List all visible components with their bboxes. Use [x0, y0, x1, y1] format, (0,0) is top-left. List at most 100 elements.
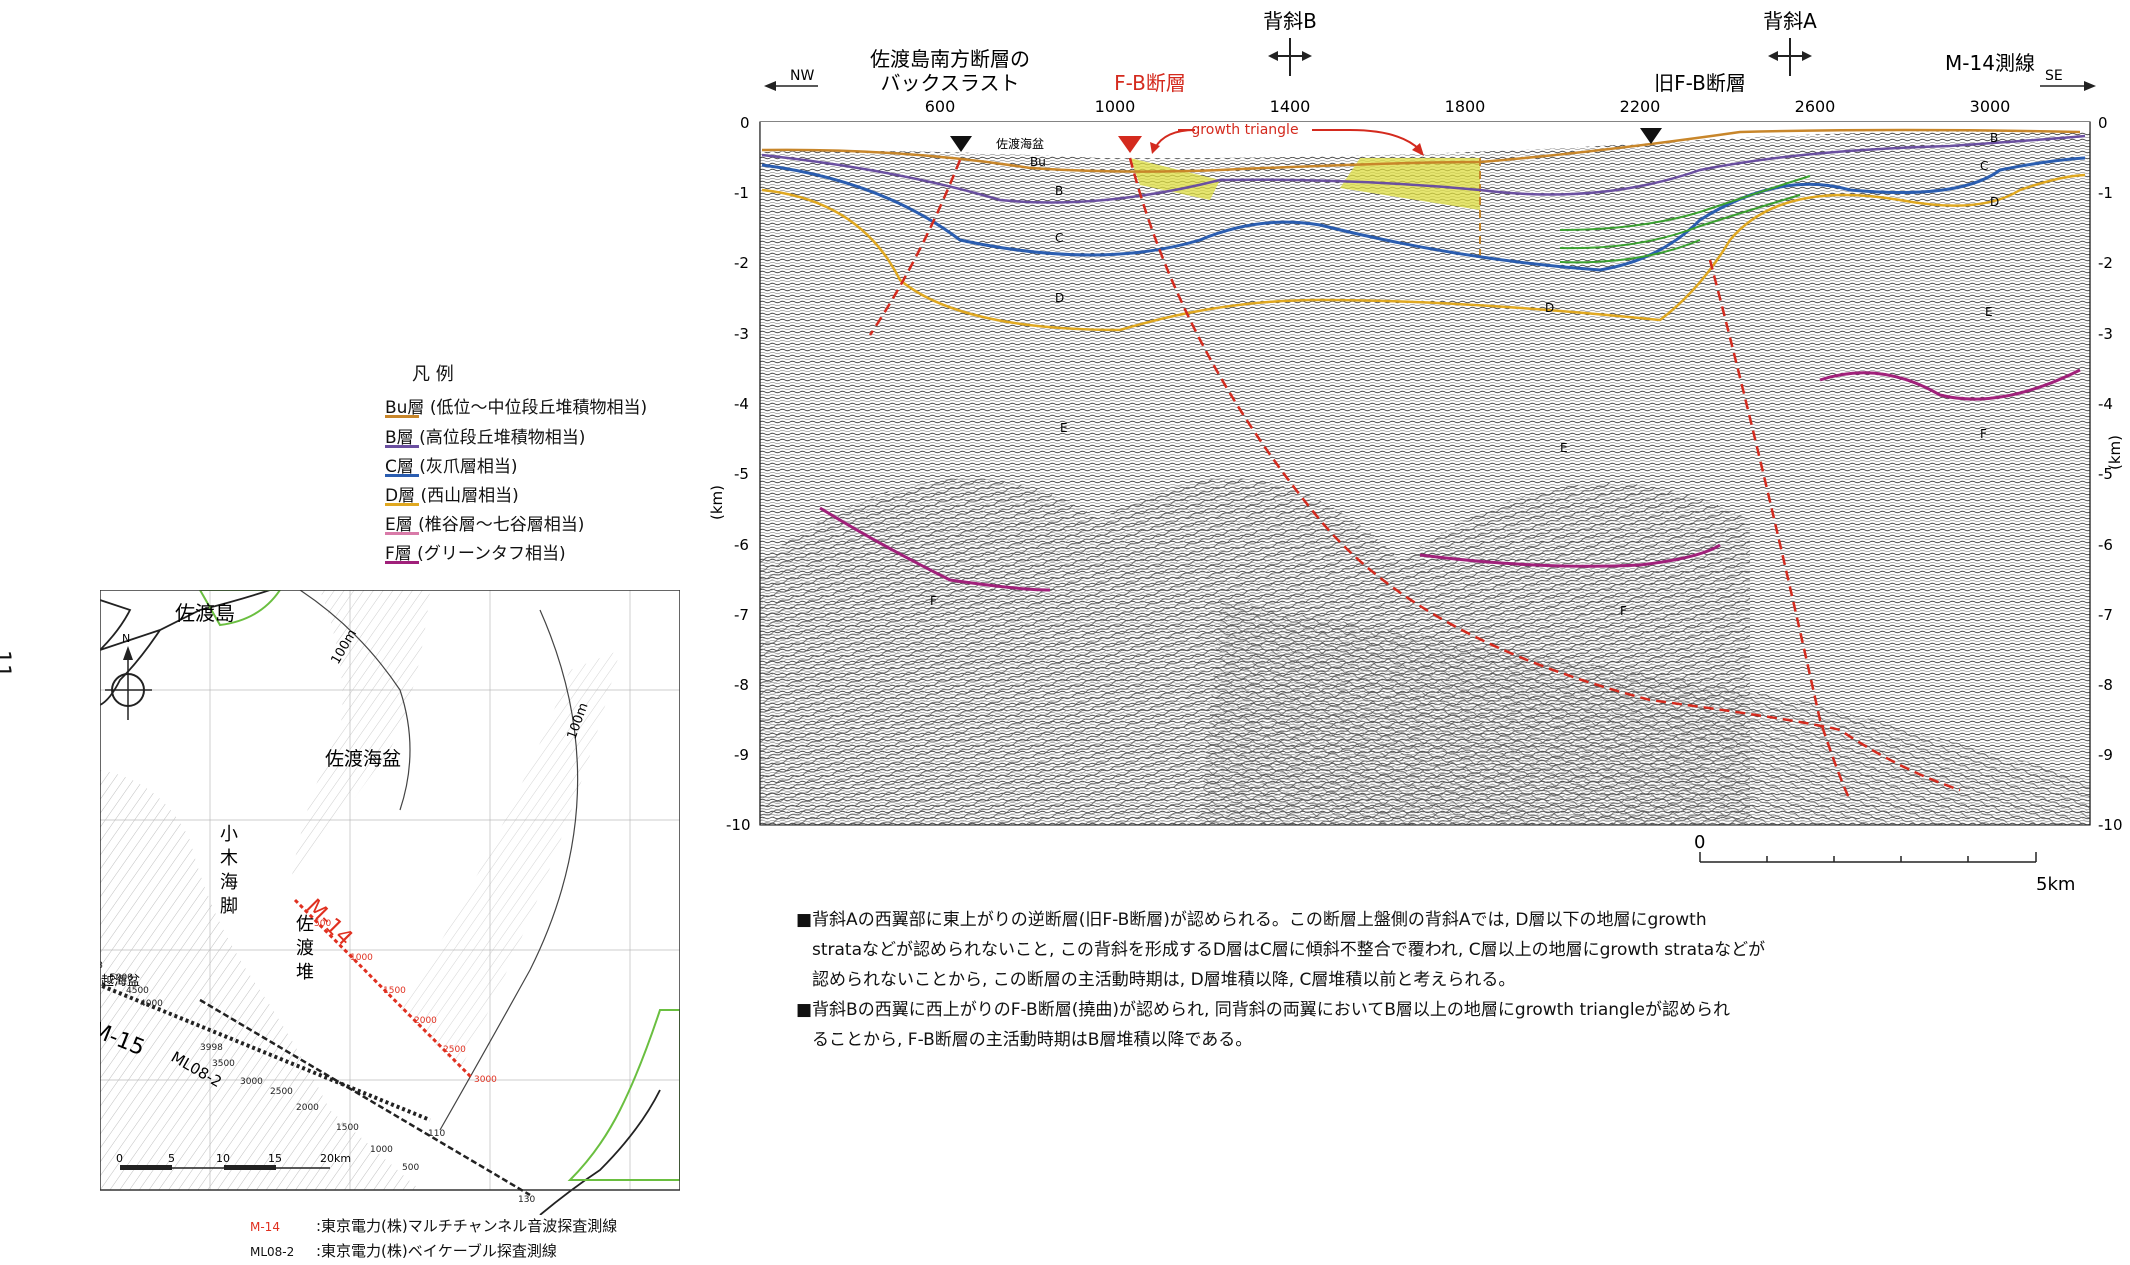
basin-label: 佐渡海盆	[996, 136, 1044, 151]
horizon-b	[761, 134, 2086, 204]
m14-point-label: 2500	[443, 1045, 466, 1055]
growth-triangle-text: growth triangle	[1191, 122, 1298, 138]
layer-label-f: F	[1980, 427, 1987, 441]
map-note-m14: M-14:東京電力(株)マルチチャンネル音波探査測線	[250, 1217, 618, 1235]
seismic-section-svg: NW SE 佐渡島南方断層の バックスラスト F-B断層 旧F-B断層 M-14…	[708, 9, 2124, 895]
section-scale-bar: 0 5km	[1694, 832, 2075, 895]
layer-label-f: F	[930, 594, 937, 608]
depth-tick-label: -4	[2098, 395, 2113, 413]
cdp-tick-label: 1000	[1095, 97, 1136, 116]
horizon-green-2	[1559, 194, 1801, 250]
legend-item-f: F層 (グリーンタフ相当)	[385, 544, 566, 564]
depth-tick-label: 0	[740, 114, 750, 132]
depth-tick-label: -1	[2098, 184, 2113, 202]
legend-item-c: C層 (灰爪層相当)	[385, 457, 518, 477]
se-label: SE	[2045, 68, 2063, 84]
m15-point-label: 4500	[126, 986, 149, 996]
map-scale-label: 0	[116, 1152, 123, 1165]
depth-tick-label: -7	[2098, 606, 2113, 624]
fault-marker-fb	[1118, 136, 1142, 153]
depth-tick-label: -6	[2098, 536, 2113, 554]
horizon-green-1	[1559, 175, 1811, 231]
depth-tick-label: -6	[734, 536, 749, 554]
legend-item-d: D層 (西山層相当)	[385, 486, 519, 506]
sado-coastline	[99, 589, 271, 651]
cdp-tick-label: 1400	[1270, 97, 1311, 116]
line-name-label: M-14測線	[1945, 51, 2035, 75]
north-label: N	[122, 632, 130, 645]
sado-backthrust-label-2: バックスラスト	[881, 71, 1020, 95]
layer-label-e: E	[1560, 441, 1568, 455]
depth-tick-label: -4	[734, 395, 749, 413]
legend-item-b: B層 (高位段丘堆積物相当)	[385, 428, 586, 448]
horizon-d	[761, 173, 2086, 332]
note-line: strataなどが認められないこと, この背斜を形成するD層はC層に傾斜不整合で…	[812, 940, 1766, 960]
old-fb-fault-label: 旧F-B断層	[1654, 71, 1746, 95]
m14-point-label: 500	[314, 919, 331, 929]
map-label-joetsu: 上越海盆	[100, 974, 140, 989]
sado-backthrust-label-1: 佐渡島南方断層の	[870, 47, 1030, 71]
fault-marker-backthrust	[950, 136, 972, 152]
m15-point-label: 500	[402, 1163, 419, 1173]
nw-label: NW	[790, 68, 814, 84]
depth-tick-label: -7	[734, 606, 749, 624]
m15-point-label: 3000	[240, 1077, 263, 1087]
depth-tick-label: -3	[2098, 325, 2113, 343]
cdp-tick-label: 3000	[1970, 97, 2011, 116]
depth-tick-label: -10	[2098, 816, 2123, 834]
scale-end-label: 5km	[2036, 874, 2075, 890]
layer-label-f: F	[1620, 604, 1627, 618]
depth-tick-label: -8	[734, 676, 749, 694]
cdp-axis: 600 1000 1400 1800 2200 2600 3000	[925, 97, 2011, 116]
fault-marker-old-fb	[1640, 128, 1662, 144]
note-line: 認められないことから, この断層の主活動時期は, D層堆積以降, C層堆積以前と…	[812, 970, 1516, 990]
m15-point-label: 5368	[100, 961, 103, 971]
nw-direction-arrow: NW	[764, 68, 818, 91]
layer-label-e: E	[1985, 305, 1993, 319]
m14-point-label: 1500	[383, 986, 406, 996]
depth-axis-right: 0 -1 -2 -3 -4 -5 -6 -7 -8 -9 -10 (km)	[2089, 114, 2124, 834]
m15-point-label: 4000	[140, 999, 163, 1009]
legend-item-bu: Bu層 (低位～中位段丘堆積物相当)	[385, 398, 648, 418]
cdp-tick-label: 2200	[1620, 97, 1661, 116]
map-label-sado: 佐渡島	[175, 601, 235, 625]
horizon-c	[761, 156, 2086, 272]
layer-label-c: C	[1055, 231, 1063, 245]
layer-label-e: E	[1060, 421, 1068, 435]
scale-zero-label: 0	[1694, 832, 1705, 853]
map-scale-bar: 0 5 10 15 20km	[116, 1152, 351, 1170]
m15-point-label: 110	[428, 1129, 445, 1139]
cdp-tick-label: 1800	[1445, 97, 1486, 116]
page-number: 11	[0, 650, 14, 678]
fault-fb	[1128, 157, 1961, 792]
m15-point-label: 2000	[296, 1103, 319, 1113]
legend-title: 凡 例	[412, 364, 454, 385]
horizon-f-west	[819, 506, 1051, 592]
depth-tick-label: -9	[2098, 746, 2113, 764]
note-line: ■背斜Aの西翼部に東上がりの逆断層(旧F-B断層)が認められる。この断層上盤側の…	[796, 910, 1707, 930]
legend-item-e: E層 (椎谷層～七谷層相当)	[385, 515, 585, 535]
horizon-f-middle	[1419, 543, 1721, 568]
m15-point-label: 2500	[270, 1087, 293, 1097]
depth-tick-label: -2	[2098, 254, 2113, 272]
m15-point-label: 3998	[200, 1043, 223, 1053]
layer-label-c: C	[1980, 159, 1988, 173]
map-scale-label: 15	[268, 1152, 282, 1165]
m15-point-label: 3500	[212, 1059, 235, 1069]
m14-point-label: 3000	[474, 1075, 497, 1085]
layer-label-bu: Bu	[1030, 155, 1046, 169]
horizon-green-3	[1559, 239, 1701, 264]
location-map-svg: N 佐渡島 佐渡海盆 小木海脚 佐渡堆 上越海盆 100m 100m M-14 …	[79, 589, 681, 1216]
depth-axis-left: 0 -1 -2 -3 -4 -5 -6 -7 -8 -9 -10 (km)	[708, 114, 761, 834]
m14-point-label: 2000	[414, 1016, 437, 1026]
depth-tick-label: -2	[734, 254, 749, 272]
layer-label-d: D	[1055, 291, 1064, 305]
map-note-ml08: ML08-2:東京電力(株)ベイケーブル探査測線	[250, 1242, 557, 1260]
layer-label-d: D	[1990, 195, 1999, 209]
layer-label-b: B	[1055, 184, 1063, 198]
location-map: N 佐渡島 佐渡海盆 小木海脚 佐渡堆 上越海盆 100m 100m M-14 …	[79, 589, 681, 1216]
horizon-f-east	[1819, 368, 2081, 401]
anticline-b-symbol: 背斜B	[1263, 9, 1317, 76]
depth-tick-label: -9	[734, 746, 749, 764]
cdp-tick-label: 600	[925, 97, 956, 116]
